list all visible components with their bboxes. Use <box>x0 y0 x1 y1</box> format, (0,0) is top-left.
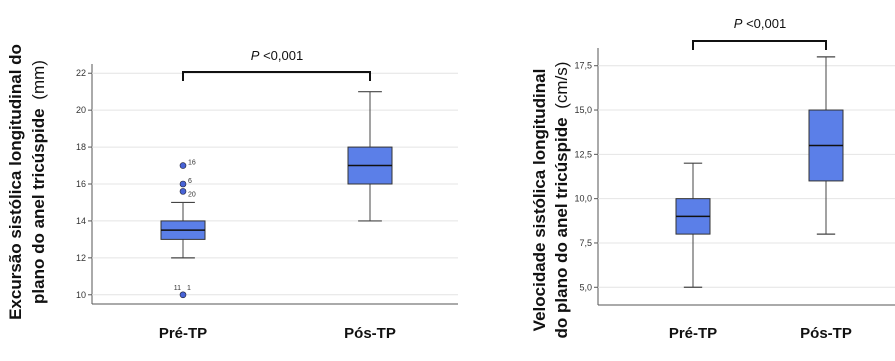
left-p-text: <0,001 <box>259 48 303 63</box>
right-chart: 5,0 7,5 10,0 12,5 15,0 17,5 Pré-TP Pós-TP P <0,0… <box>574 16 895 342</box>
right-y-tick-label: 12,5 <box>574 149 592 159</box>
left-y-tick-label: 20 <box>76 105 86 115</box>
left-y-tick-label: 10 <box>76 290 86 300</box>
right-y-tick-label: 7,5 <box>579 238 592 248</box>
left-box-pre-outlier <box>179 180 187 188</box>
left-y-tick-label: 18 <box>76 142 86 152</box>
left-box-pre-outlier <box>179 188 187 195</box>
right-x-label-pre: Pré-TP <box>669 325 717 342</box>
left-ylabel-line2-main: plano do anel tricúspide <box>29 108 48 304</box>
left-p-symbol: P <box>251 48 260 63</box>
right-ylabel-line1: Velocidade sistólica longitudinal <box>530 69 549 332</box>
left-box-pre-outlier-label: 20 <box>188 191 196 198</box>
left-box-pre-outlier <box>179 162 187 169</box>
left-box-pre-outlier-label: 16 <box>188 160 196 167</box>
left-y-tick-label: 22 <box>76 68 86 78</box>
right-p-symbol: P <box>734 16 743 31</box>
left-box-pre-outlier-label: 11 <box>174 285 181 292</box>
right-p-value: P <0,001 <box>734 16 786 31</box>
left-ylabel-line2: plano do anel tricúspide (mm) <box>29 60 48 304</box>
left-significance-bracket <box>182 71 371 81</box>
left-y-tick-label: 12 <box>76 253 86 263</box>
right-y-tick-label: 15,0 <box>574 105 592 115</box>
right-ylabel-unit: (cm/s) <box>552 62 571 109</box>
left-y-tick-label: 14 <box>76 216 86 226</box>
left-x-label-pre: Pré-TP <box>159 325 207 342</box>
right-y-tick-label: 5,0 <box>579 282 592 292</box>
right-x-label-pos: Pós-TP <box>800 325 852 342</box>
left-y-tick-label: 16 <box>76 179 86 189</box>
left-p-value: P <0,001 <box>251 48 303 63</box>
left-ylabel-unit: (mm) <box>29 60 48 100</box>
right-p-text: <0,001 <box>742 16 786 31</box>
left-ylabel-line1: Excursão sistólica longitudinal do <box>6 44 25 320</box>
right-ylabel-line2-main: do plano do anel tricúspide <box>552 117 571 338</box>
right-significance-bracket <box>692 40 827 50</box>
right-ylabel-line2: do plano do anel tricúspide (cm/s) <box>552 62 571 339</box>
left-box-pre-outlier-label: 6 <box>188 178 192 185</box>
left-x-label-pos: Pós-TP <box>344 325 396 342</box>
left-box-pre-outlier <box>179 291 187 299</box>
right-y-tick-label: 17,5 <box>574 61 592 71</box>
right-y-tick-label: 10,0 <box>574 194 592 204</box>
left-box-pre-outlier-label: 1 <box>187 285 191 292</box>
